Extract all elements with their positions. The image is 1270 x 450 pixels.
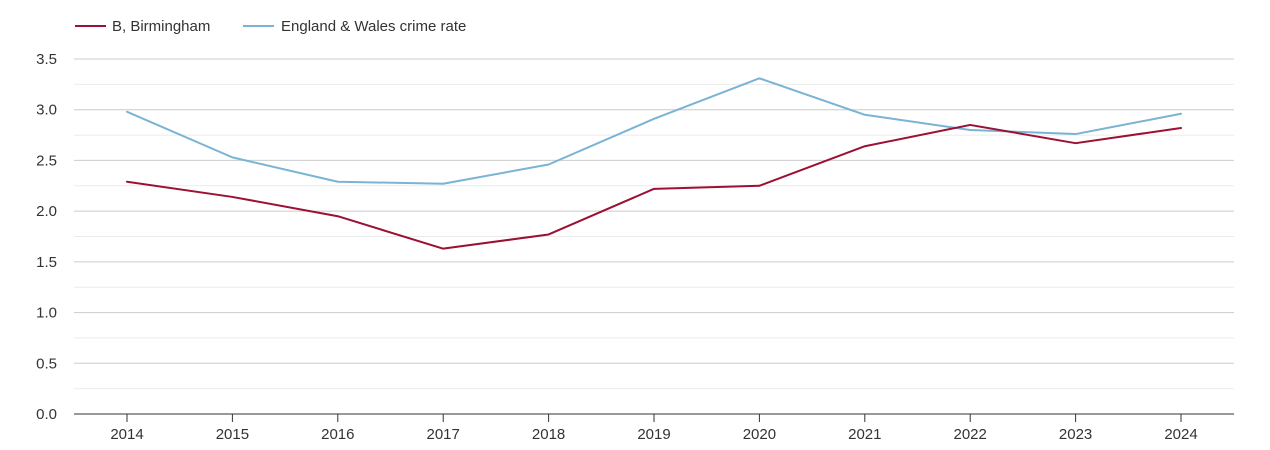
series-line-1 bbox=[126, 123, 1182, 250]
y-tick-label: 0.5 bbox=[36, 355, 57, 372]
x-tick-label: 2014 bbox=[110, 426, 143, 443]
y-tick-label: 3.5 bbox=[36, 51, 57, 68]
y-tick-label: 3.0 bbox=[36, 102, 57, 119]
y-tick-label: 2.0 bbox=[36, 203, 57, 220]
x-tick-label: 2024 bbox=[1164, 426, 1197, 443]
axes: 0.0 0.5 1.0 1.5 2.0 2.5 3.0 3.5 2014 2015 2016 2017… bbox=[36, 51, 1234, 443]
x-tick-label: 2023 bbox=[1059, 426, 1092, 443]
y-tick-label: 1.0 bbox=[36, 305, 57, 322]
x-tick-label: 2022 bbox=[954, 426, 987, 443]
x-tick-label: 2016 bbox=[321, 426, 354, 443]
x-tick-label: 2017 bbox=[427, 426, 460, 443]
y-tick-label: 2.5 bbox=[36, 152, 57, 169]
legend-label-2: England & Wales crime rate bbox=[281, 18, 466, 35]
x-tick-label: 2021 bbox=[848, 426, 881, 443]
y-tick-label: 0.0 bbox=[36, 406, 57, 423]
legend-label-1: B, Birmingham bbox=[112, 18, 210, 35]
legend: B, Birmingham England & Wales crime rate bbox=[75, 18, 466, 35]
x-tick-label: 2018 bbox=[532, 426, 565, 443]
grid-lines bbox=[74, 58, 1234, 390]
x-tick-label: 2019 bbox=[637, 426, 670, 443]
y-tick-label: 1.5 bbox=[36, 254, 57, 271]
series-line-2 bbox=[126, 77, 1182, 185]
x-tick-label: 2015 bbox=[216, 426, 249, 443]
x-tick-label: 2020 bbox=[743, 426, 776, 443]
series-lines bbox=[126, 77, 1182, 250]
